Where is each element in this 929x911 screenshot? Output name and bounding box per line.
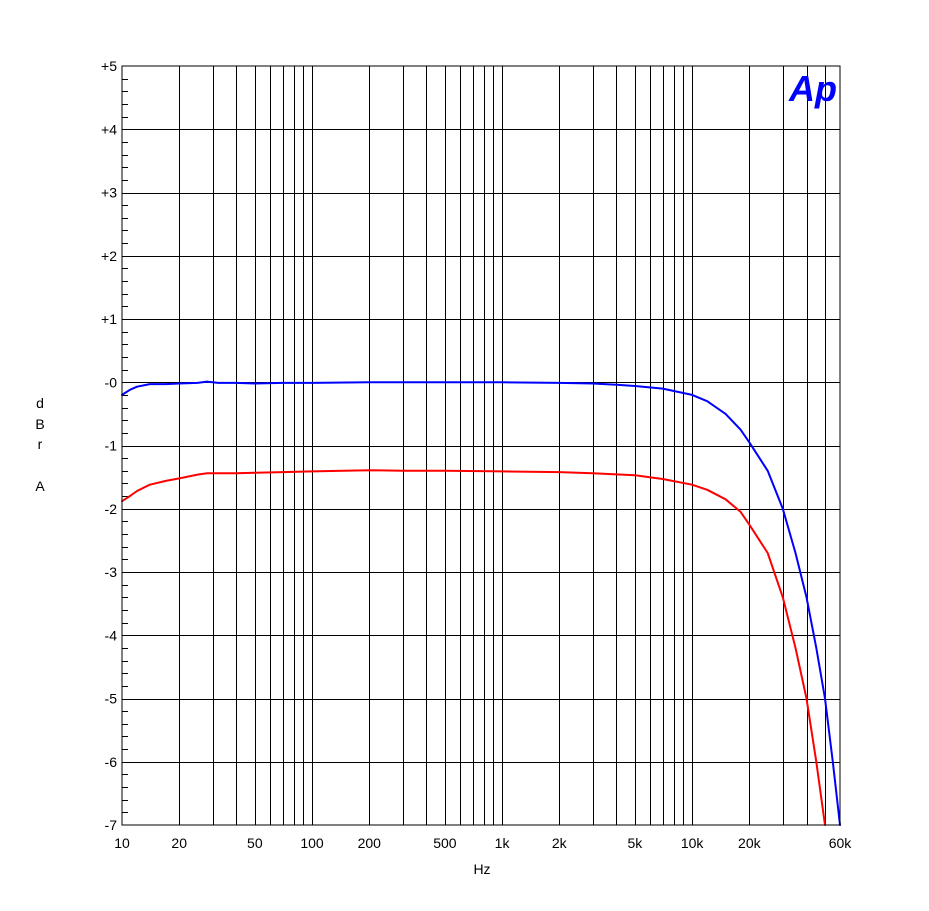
plot-frame [121, 65, 841, 826]
x-tick-label: 60k [829, 835, 853, 851]
series-line-1 [121, 380, 841, 826]
y-tick-label: -7 [105, 817, 118, 833]
grid [122, 66, 840, 825]
x-axis-label: Hz [473, 861, 490, 877]
y-tick-label: +4 [101, 121, 117, 137]
y-tick-label: -1 [105, 438, 118, 454]
x-tick-label: 1k [495, 835, 511, 851]
y-tick-label: -2 [105, 501, 118, 517]
x-tick-labels: 10 20 50 100 200 500 1k 2k 5k 10k 20k 60k [114, 835, 852, 851]
y-axis-label-char: B [35, 416, 44, 432]
y-axis-label-char: r [38, 436, 43, 452]
ap-logo: Ap [788, 68, 837, 109]
y-tick-label: -5 [105, 691, 118, 707]
y-tick-label: -3 [105, 564, 118, 580]
series-line-2 [121, 469, 826, 826]
y-tick-label: -6 [105, 754, 118, 770]
y-tick-label: +1 [101, 311, 117, 327]
series-layer [121, 380, 841, 826]
x-tick-label: 5k [628, 835, 644, 851]
x-tick-label: 10 [114, 835, 130, 851]
x-tick-label: 2k [552, 835, 568, 851]
y-axis-label-char: A [35, 478, 45, 494]
y-tick-label: +2 [101, 248, 117, 264]
x-tick-label: 20k [738, 835, 762, 851]
x-tick-label: 50 [247, 835, 263, 851]
y-tick-label: -4 [105, 627, 118, 643]
y-tick-label: +5 [101, 58, 117, 74]
y-tick-label: -0 [105, 374, 118, 390]
x-tick-label: 200 [358, 835, 382, 851]
y-axis-label: dBr A [35, 395, 45, 494]
x-tick-label: 100 [300, 835, 324, 851]
x-tick-label: 10k [681, 835, 705, 851]
y-axis-label-char: d [36, 395, 44, 411]
y-tick-label: +3 [101, 185, 117, 201]
minor-ticks [122, 79, 128, 813]
x-tick-label: 500 [433, 835, 457, 851]
y-tick-labels: +5 +4 +3 +2 +1 -0 -1 -2 -3 -4 -5 -6 -7 [101, 58, 117, 833]
x-tick-label: 20 [171, 835, 187, 851]
